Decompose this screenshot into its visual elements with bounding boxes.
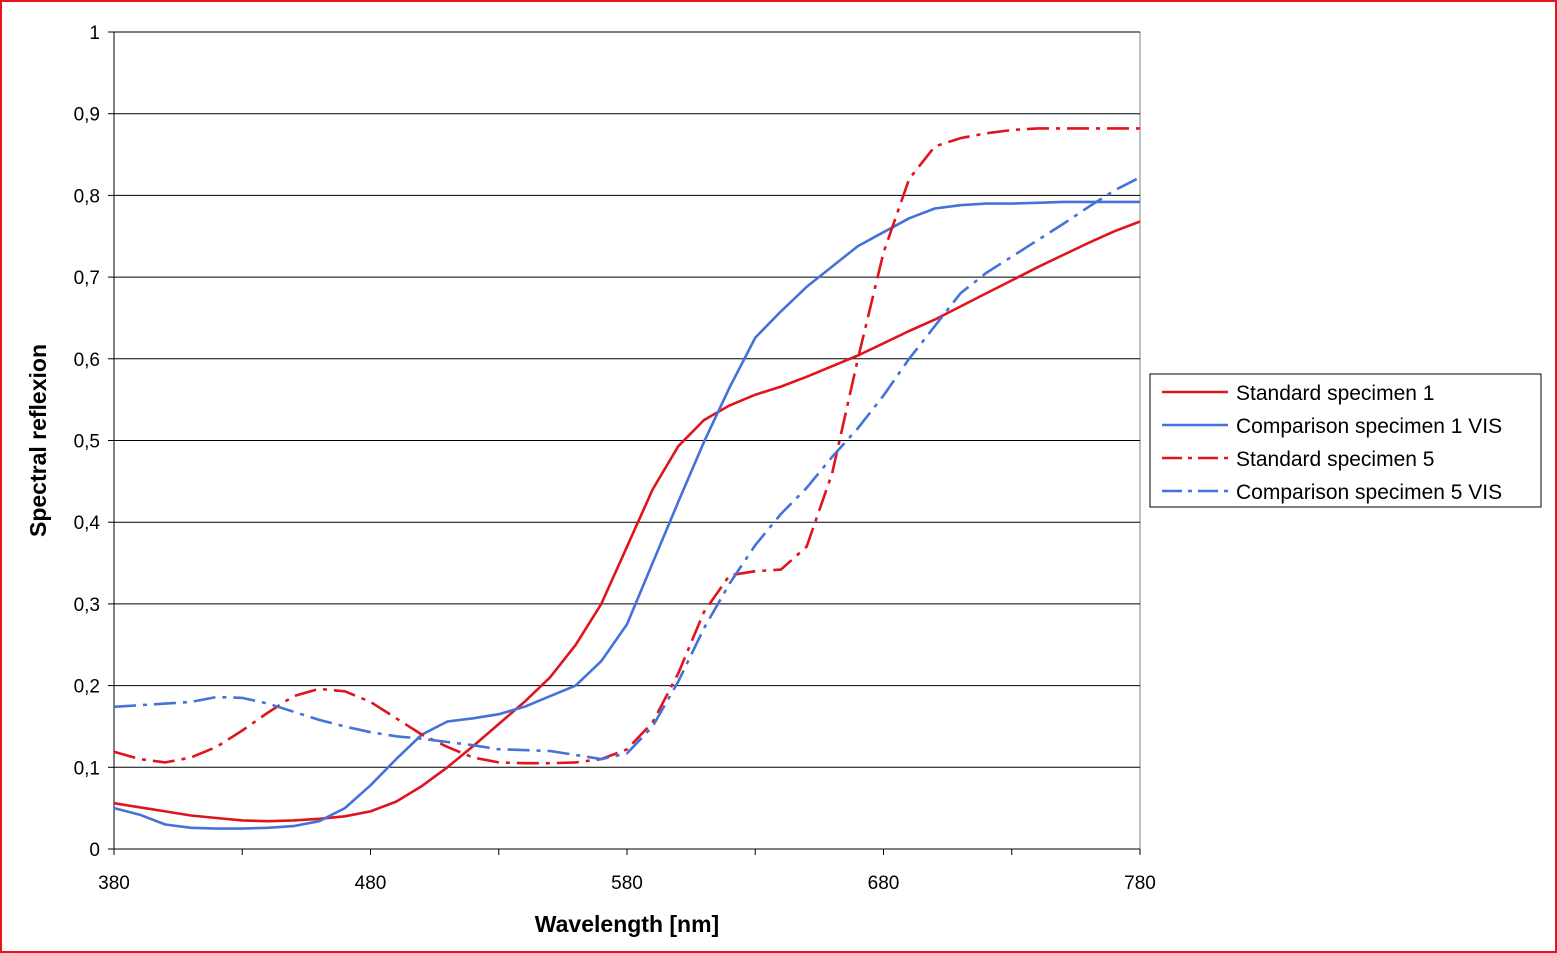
x-tick-label: 680 (868, 873, 900, 894)
y-tick-label: 0,1 (74, 758, 100, 779)
y-tick-label: 0,2 (74, 677, 100, 698)
y-tick-label: 1 (89, 23, 100, 44)
legend-label: Standard specimen 1 (1236, 382, 1434, 405)
legend: Standard specimen 1 Comparison specimen 1… (1149, 373, 1542, 508)
legend-label: Comparison specimen 1 VIS (1236, 415, 1502, 438)
x-tick-labels: 380 480 580 680 780 (98, 873, 1156, 894)
x-tick-label: 480 (355, 873, 387, 894)
series-line-2 (113, 200, 1140, 830)
y-axis-title: Spectral reflexion (25, 344, 51, 537)
x-tick-label: 380 (98, 873, 130, 894)
y-tick-labels: 0 0,1 0,2 0,3 0,4 0,5 0,6 0,7 0,8 0,9 1 (74, 23, 101, 861)
series-line-3 (113, 127, 1140, 765)
y-tick-label: 0,9 (74, 105, 100, 126)
gridlines (114, 31, 1140, 768)
y-tick-label: 0,5 (74, 432, 100, 453)
axes (108, 31, 1141, 855)
legend-label: Standard specimen 5 (1236, 448, 1434, 471)
series-lines (113, 127, 1141, 830)
legend-box (1149, 373, 1542, 508)
y-tick-label: 0 (89, 840, 100, 861)
x-tick-label: 580 (611, 873, 643, 894)
y-tick-label: 0,7 (74, 268, 100, 289)
y-tick-label: 0,8 (74, 186, 100, 207)
x-tick-label: 780 (1124, 873, 1156, 894)
y-tick-label: 0,4 (74, 513, 101, 534)
series-line-4 (113, 176, 1141, 761)
x-axis-title: Wavelength [nm] (535, 911, 719, 937)
y-tick-label: 0,6 (74, 350, 100, 371)
series-line-1 (113, 220, 1141, 823)
y-tick-label: 0,3 (74, 595, 100, 616)
legend-label: Comparison specimen 5 VIS (1236, 481, 1502, 504)
